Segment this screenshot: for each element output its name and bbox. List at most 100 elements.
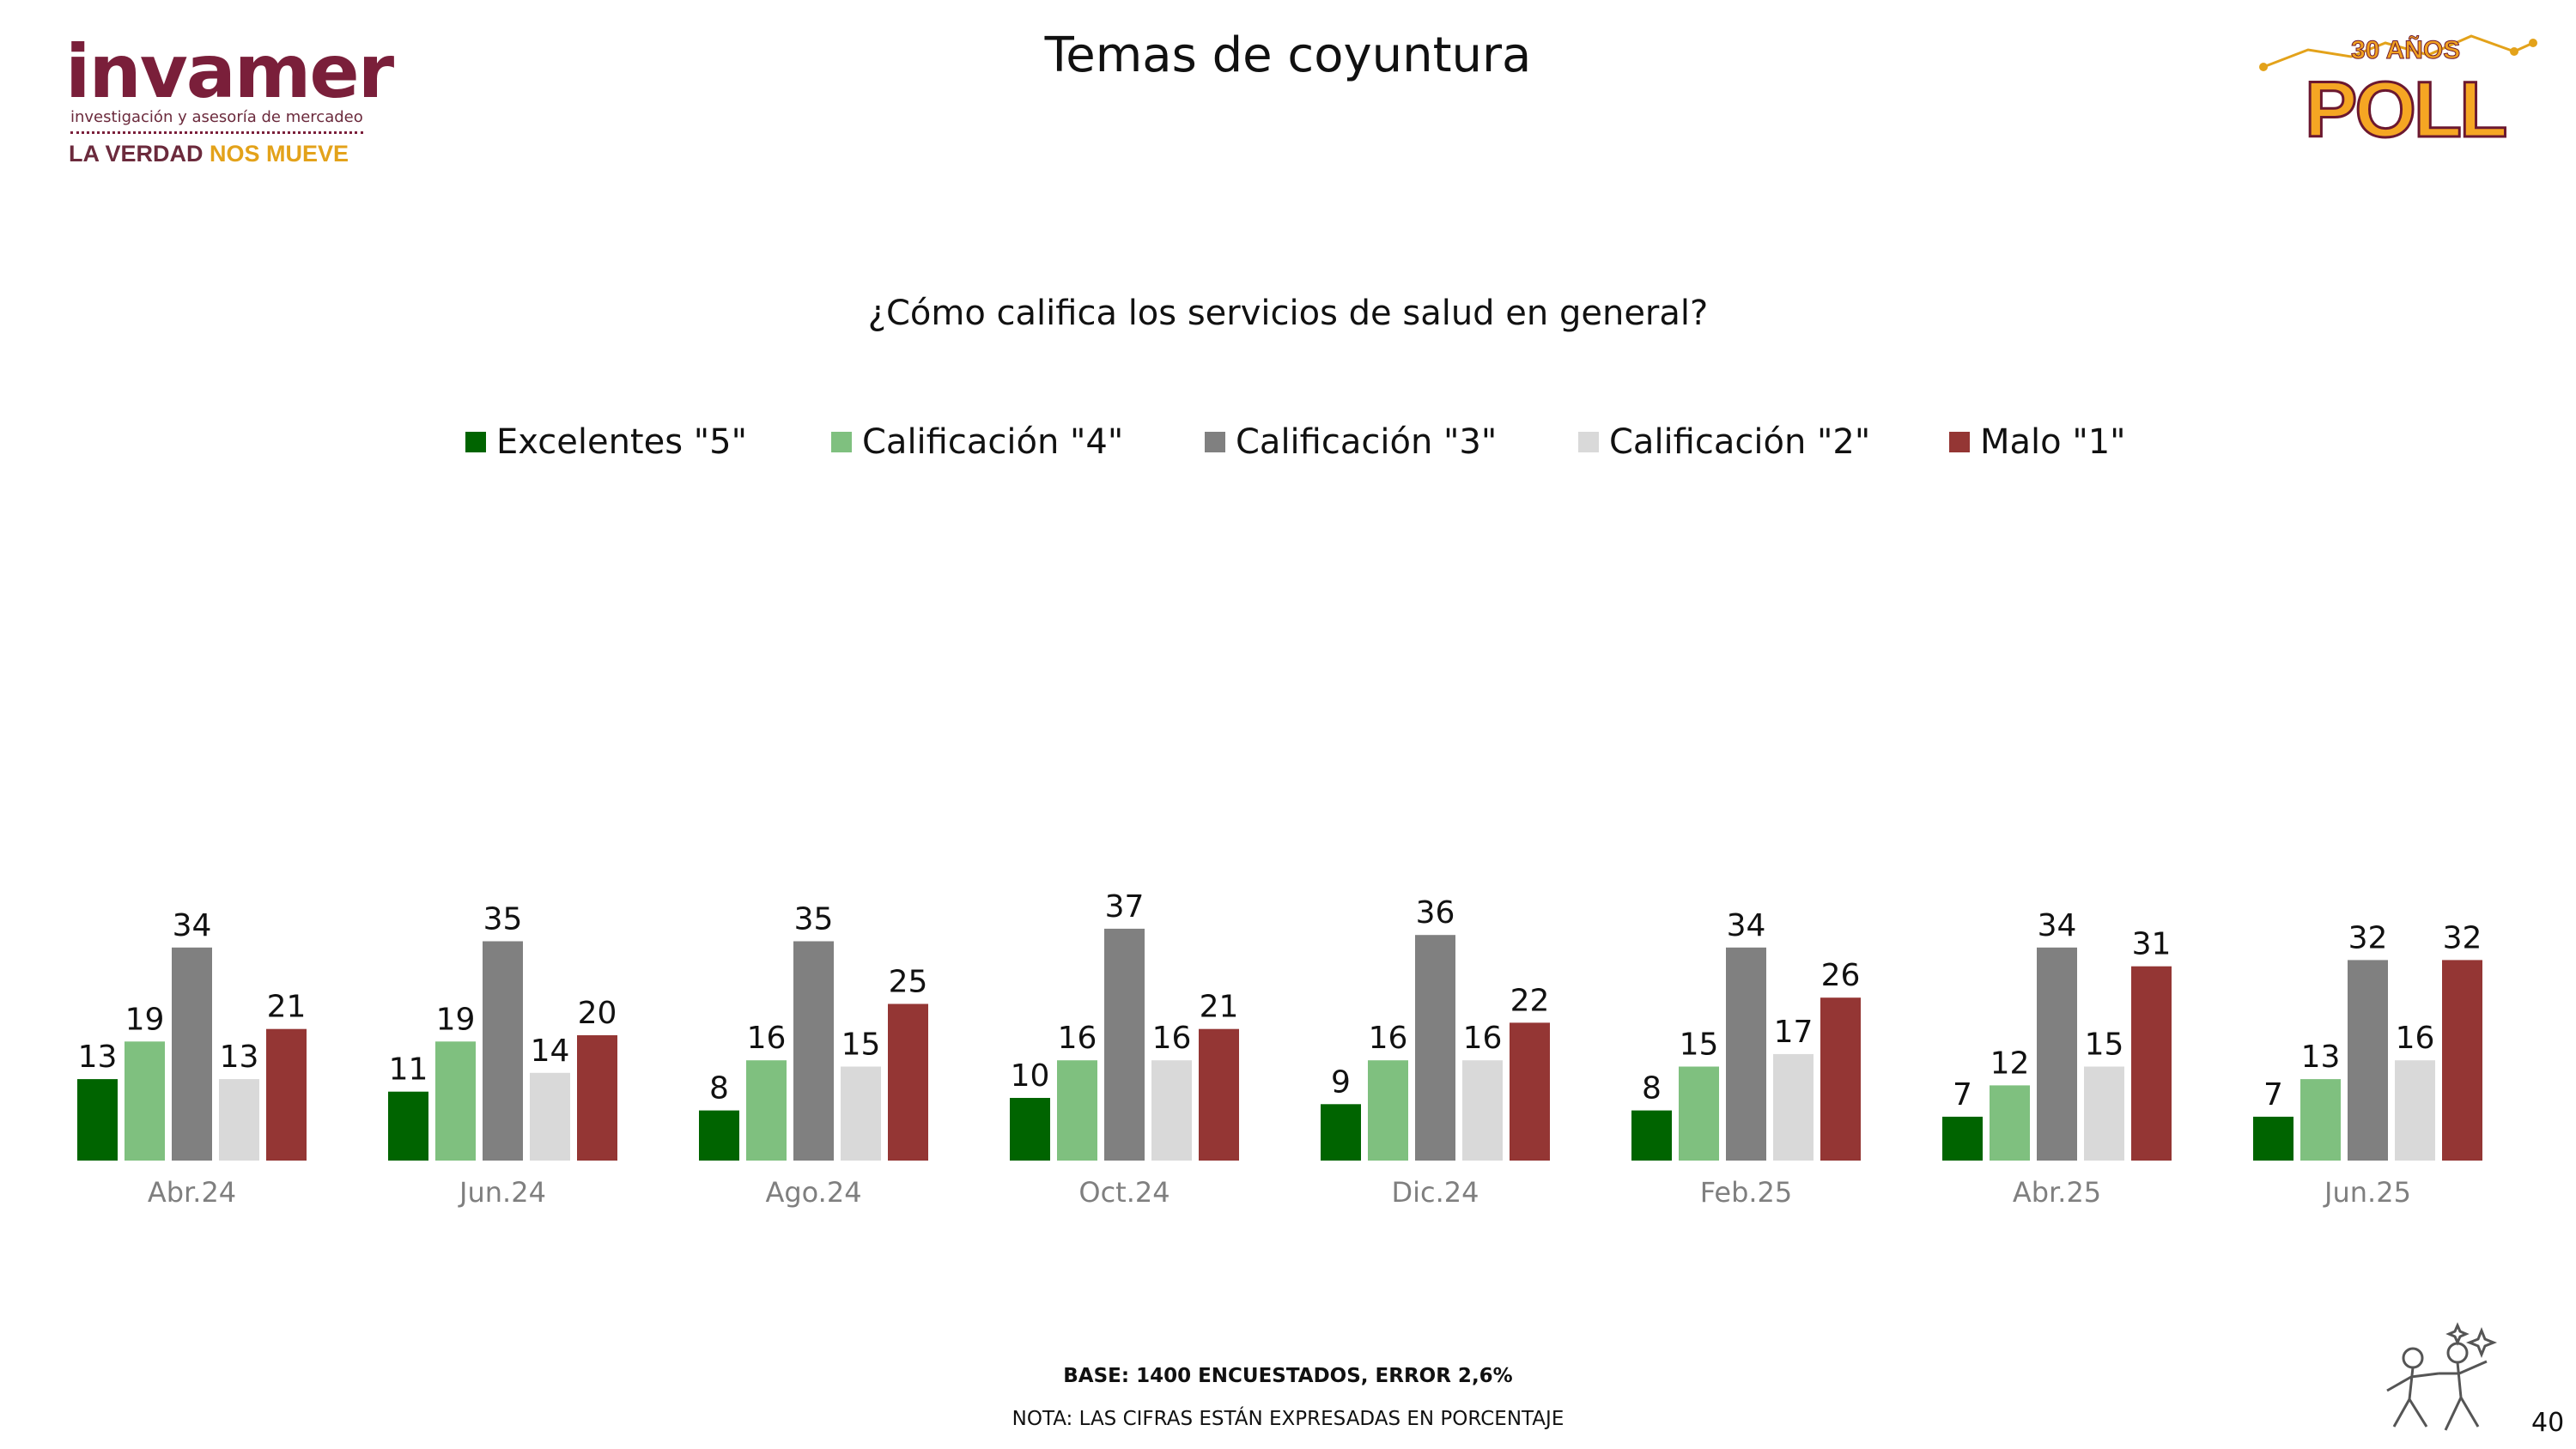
legend-item-calificacion-2: Calificación "2" <box>1578 422 1870 462</box>
bar <box>219 1079 259 1161</box>
data-label: 7 <box>1953 1077 1972 1113</box>
data-label: 20 <box>578 996 617 1031</box>
data-label: 13 <box>78 1040 118 1075</box>
bar <box>1773 1053 1814 1161</box>
legend-swatch <box>1949 432 1970 452</box>
bar <box>125 1041 165 1161</box>
data-label: 8 <box>1642 1071 1662 1106</box>
slogan-part-1: LA VERDAD <box>69 141 210 167</box>
legend-item-calificacion-3: Calificación "3" <box>1205 422 1497 462</box>
legend-item-calificacion-4: Calificación "4" <box>831 422 1123 462</box>
bar <box>2395 1060 2435 1161</box>
data-label: 16 <box>1152 1021 1192 1056</box>
data-label: 10 <box>1011 1058 1050 1094</box>
bar <box>1942 1116 1983 1161</box>
data-label: 32 <box>2348 920 2388 955</box>
x-tick-label: Jun.25 <box>2323 1176 2411 1209</box>
data-label: 9 <box>1331 1064 1351 1100</box>
bar <box>1415 935 1455 1161</box>
bar <box>77 1079 118 1161</box>
chart-legend: Excelentes "5" Calificación "4" Califica… <box>0 422 2576 474</box>
data-label: 34 <box>2038 908 2077 943</box>
bar <box>530 1072 570 1161</box>
legend-swatch <box>1578 432 1599 452</box>
data-label: 21 <box>1200 990 1239 1025</box>
data-label: 31 <box>2132 927 2172 962</box>
x-tick-label: Feb.25 <box>1700 1176 1793 1209</box>
bar <box>2348 960 2388 1161</box>
bar <box>1151 1060 1192 1161</box>
data-label: 15 <box>2085 1028 2124 1063</box>
poll-logo-main: POLL <box>2303 65 2508 155</box>
bar <box>2442 960 2482 1161</box>
legend-swatch <box>465 432 486 452</box>
data-label: 16 <box>1369 1021 1408 1056</box>
x-tick-label: Jun.24 <box>458 1176 546 1209</box>
bar <box>1368 1060 1408 1161</box>
invamer-logo-word: invamer <box>65 29 394 115</box>
data-label: 22 <box>1510 983 1550 1018</box>
bar <box>1321 1104 1361 1161</box>
slogan-part-2: NOS MUEVE <box>210 141 349 167</box>
data-label: 15 <box>841 1028 881 1063</box>
x-tick-label: Dic.24 <box>1391 1176 1479 1209</box>
bar <box>1990 1085 2030 1161</box>
bar <box>266 1028 307 1161</box>
data-label: 16 <box>1058 1021 1097 1056</box>
bar <box>435 1041 476 1161</box>
data-label: 35 <box>483 902 523 937</box>
bar <box>172 947 212 1161</box>
data-label: 34 <box>173 908 212 943</box>
data-label: 35 <box>794 902 834 937</box>
data-label: 19 <box>436 1002 476 1037</box>
x-tick-label: Oct.24 <box>1078 1176 1170 1209</box>
bar <box>841 1066 881 1161</box>
data-label: 34 <box>1727 908 1766 943</box>
bar <box>2037 947 2077 1161</box>
chart-plot-area: 1319341321Abr.241119351420Jun.2481635152… <box>77 889 2482 1209</box>
data-label: 26 <box>1821 958 1861 993</box>
legend-label: Calificación "2" <box>1609 422 1871 462</box>
data-label: 14 <box>531 1034 570 1069</box>
bar <box>746 1060 787 1161</box>
data-label: 13 <box>220 1040 259 1075</box>
bar <box>2253 1116 2293 1161</box>
data-label: 15 <box>1680 1028 1719 1063</box>
legend-swatch <box>1205 432 1225 452</box>
bar <box>1510 1022 1550 1161</box>
data-label: 32 <box>2443 920 2482 955</box>
question-text: ¿Cómo califica los servicios de salud en… <box>867 294 1709 333</box>
legend-swatch <box>831 432 852 452</box>
x-tick-label: Abr.24 <box>148 1176 236 1209</box>
legend-item-excelentes: Excelentes "5" <box>465 422 747 462</box>
bar <box>388 1091 428 1161</box>
bar <box>1104 928 1145 1161</box>
page-number: 40 <box>2531 1408 2565 1438</box>
bar <box>1631 1110 1672 1161</box>
poll-logo-top: 30 AÑOS <box>2350 36 2461 65</box>
data-label: 21 <box>267 990 307 1025</box>
bar <box>2084 1066 2124 1161</box>
dancing-figures-icon <box>2386 1322 2498 1431</box>
data-label: 13 <box>2301 1040 2341 1075</box>
bar <box>1010 1098 1050 1161</box>
invamer-slogan: LA VERDAD NOS MUEVE <box>69 141 349 167</box>
data-label: 25 <box>889 965 928 1000</box>
page-title: Temas de coyuntura <box>1044 27 1532 83</box>
data-label: 11 <box>389 1052 428 1088</box>
data-label: 19 <box>125 1002 165 1037</box>
bar <box>1057 1060 1097 1161</box>
bar <box>1679 1066 1719 1161</box>
data-label: 16 <box>2396 1021 2435 1056</box>
bar <box>1199 1028 1239 1161</box>
footer-base: BASE: 1400 ENCUESTADOS, ERROR 2,6% <box>1063 1365 1513 1387</box>
x-tick-label: Abr.25 <box>2013 1176 2101 1209</box>
poll-logo: 30 AÑOS POLL <box>2257 26 2540 155</box>
bar <box>2300 1079 2341 1161</box>
bar <box>888 1003 928 1161</box>
bar <box>1820 997 1861 1161</box>
legend-label: Calificación "3" <box>1236 422 1498 462</box>
invamer-logo: invamer investigación y asesoría de merc… <box>65 12 394 167</box>
legend-label: Excelentes "5" <box>496 422 748 462</box>
data-label: 7 <box>2263 1077 2283 1113</box>
